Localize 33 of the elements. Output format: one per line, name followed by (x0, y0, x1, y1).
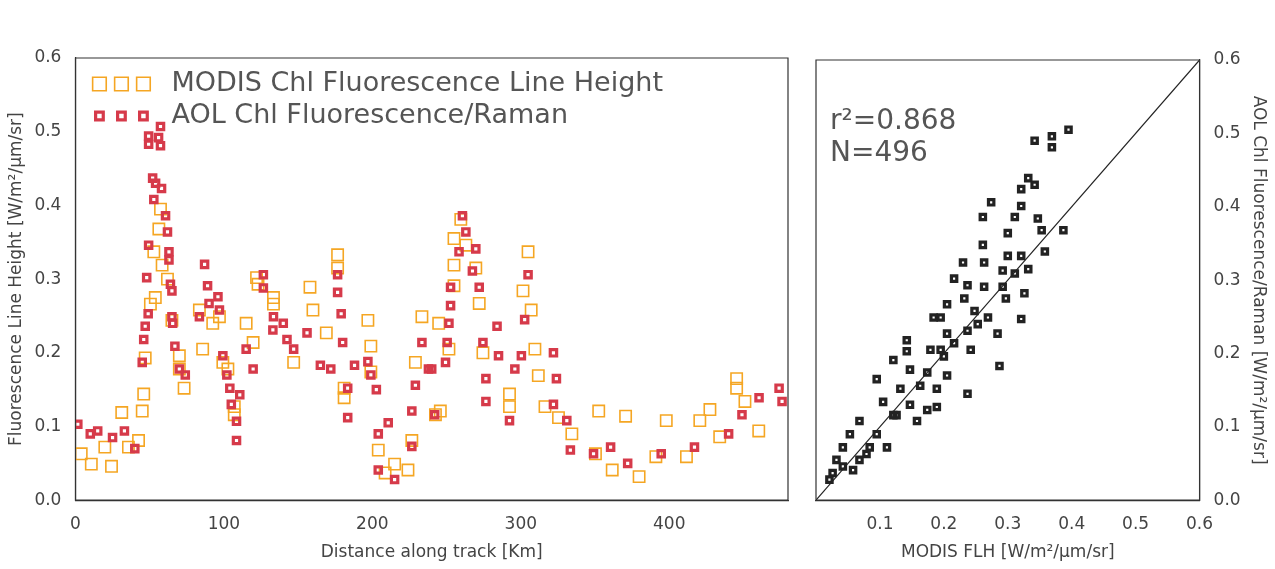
annotation: N=496 (830, 135, 929, 168)
y-tick-label: 0.6 (1213, 48, 1241, 69)
y-tick-label: 0.2 (1213, 341, 1241, 362)
x-tick-label: 0.5 (1122, 512, 1150, 533)
x-tick-label: 400 (653, 512, 686, 533)
annotation: r²=0.868 (830, 103, 957, 136)
legend-label: AOL Chl Fluorescence/Raman (171, 98, 568, 130)
x-tick-label: 0 (70, 512, 81, 533)
x-tick-label: 100 (207, 512, 241, 533)
x-axis-title: MODIS FLH [W/m²/μm/sr] (900, 541, 1115, 562)
y-tick-label: 0.0 (34, 488, 62, 509)
x-tick-label: 0.4 (1058, 512, 1086, 533)
y-tick-label: 0.3 (1213, 268, 1241, 289)
y-tick-label: 0.5 (1213, 121, 1241, 142)
x-tick-label: 0.2 (930, 512, 958, 533)
x-tick-label: 0.1 (866, 512, 894, 533)
legend-label: MODIS Chl Fluorescence Line Height (171, 66, 664, 98)
y-tick-label: 0.5 (34, 120, 62, 141)
y-tick-label: 0.4 (1213, 195, 1241, 216)
y-tick-label: 0.6 (34, 46, 62, 67)
x-axis-title: Distance along track [Km] (320, 541, 543, 562)
y-axis-title: Fluorescence Line Height [W/m²/μm/sr] (4, 112, 25, 446)
y-tick-label: 0.1 (1213, 415, 1241, 436)
y-axis-title: AOL Chl Fluorescence/Raman [W/m²/μm/sr] (1250, 95, 1271, 465)
y-tick-label: 0.2 (34, 341, 62, 362)
x-tick-label: 0.6 (1186, 512, 1214, 533)
x-tick-label: 300 (504, 512, 538, 533)
y-tick-label: 0.1 (34, 414, 62, 435)
x-tick-label: 200 (356, 512, 389, 533)
y-tick-label: 0.3 (34, 267, 62, 288)
y-tick-label: 0.0 (1213, 488, 1241, 509)
x-tick-label: 0.3 (994, 512, 1022, 533)
y-tick-label: 0.4 (34, 193, 62, 214)
